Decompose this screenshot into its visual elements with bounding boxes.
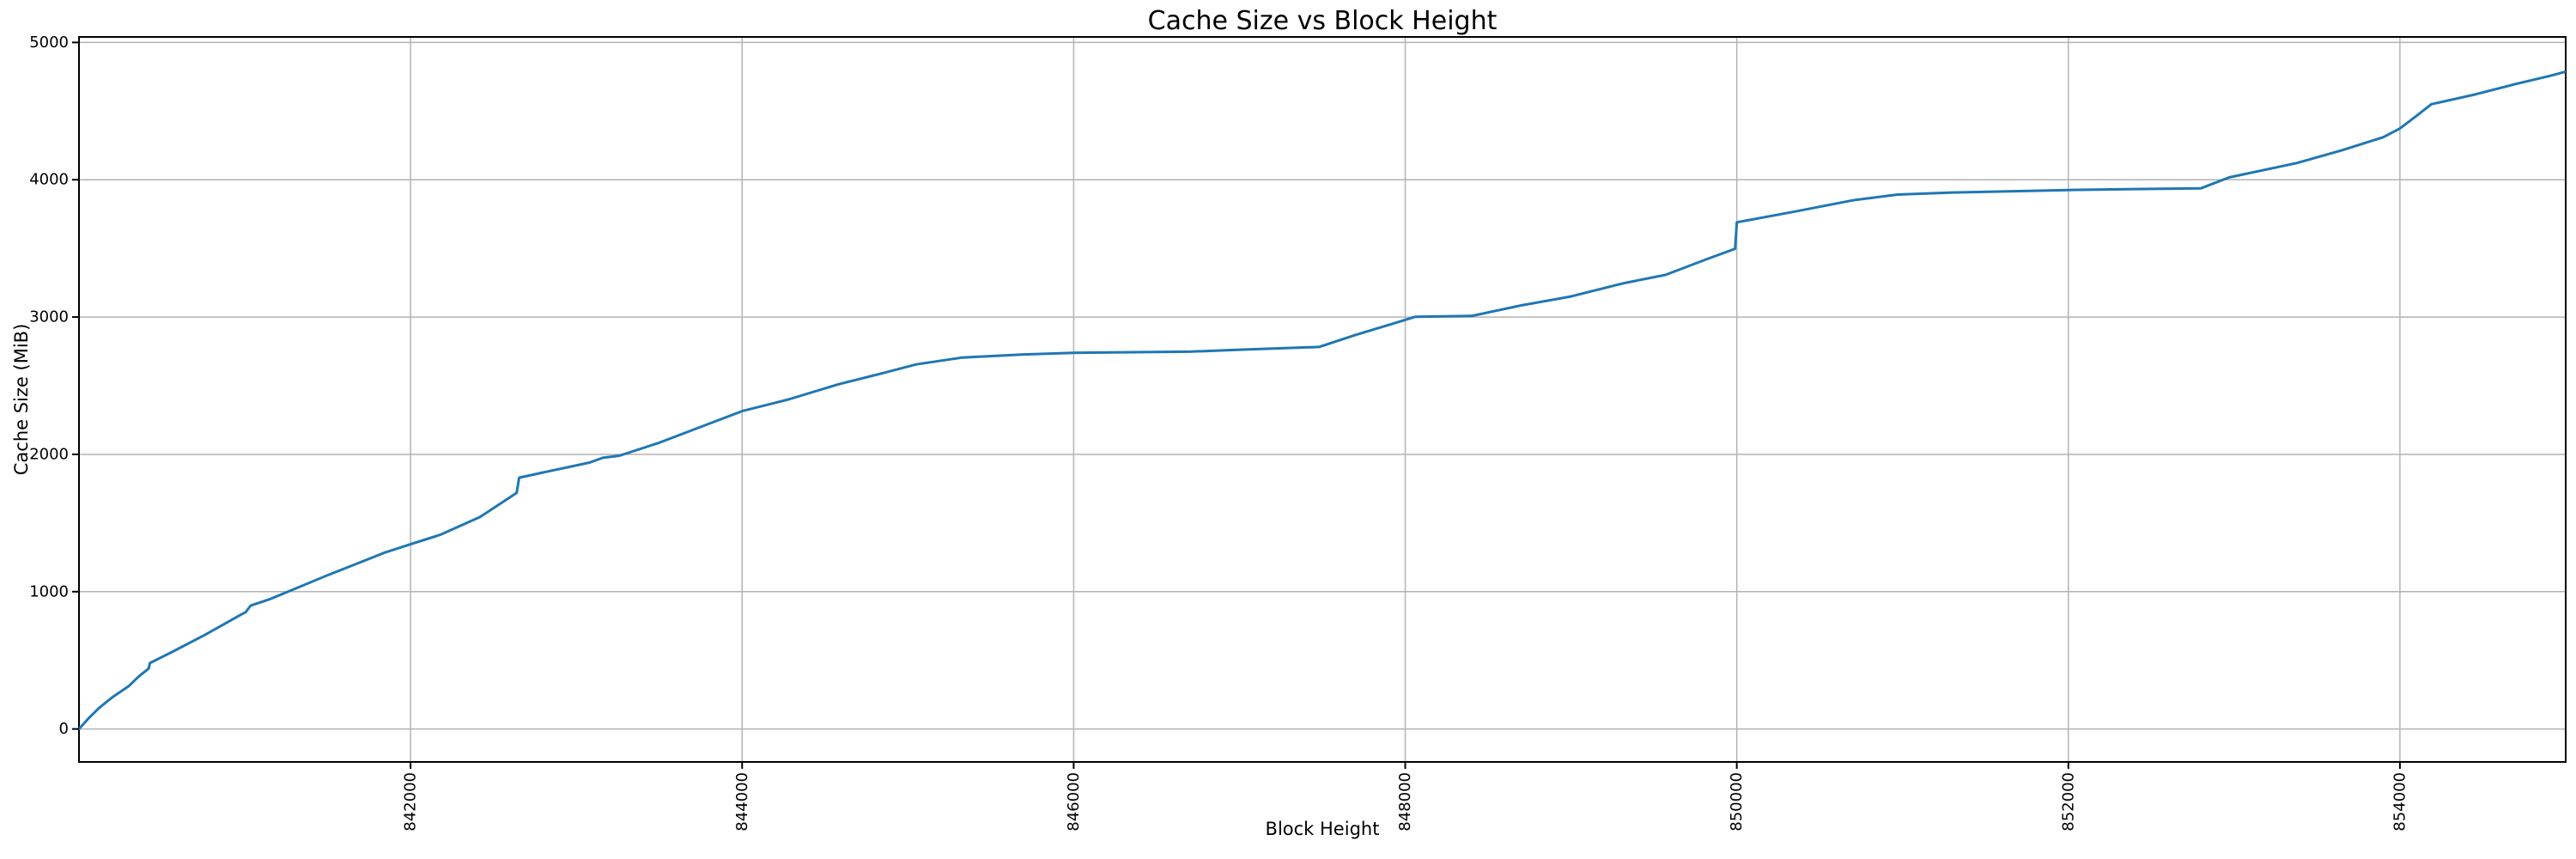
y-tick-label: 3000 xyxy=(29,308,69,326)
plot-border xyxy=(78,36,2567,763)
tick-marks xyxy=(72,41,2401,769)
y-tick-labels: 0 1000 2000 3000 4000 5000 xyxy=(29,34,69,738)
y-axis-label: Cache Size (MiB) xyxy=(11,324,32,476)
y-tick-label: 5000 xyxy=(29,34,69,52)
cache-size-line xyxy=(79,70,2566,731)
x-tick-label: 850000 xyxy=(1728,772,1746,832)
x-tick-label: 848000 xyxy=(1396,772,1414,832)
x-tick-label: 846000 xyxy=(1065,772,1083,832)
y-tick-label: 1000 xyxy=(29,582,69,600)
x-axis-label: Block Height xyxy=(1266,819,1380,839)
x-tick-label: 854000 xyxy=(2391,772,2409,832)
x-tick-label: 842000 xyxy=(402,772,420,832)
x-tick-label: 844000 xyxy=(733,772,751,832)
y-tick-label: 0 xyxy=(59,720,69,738)
y-tick-label: 2000 xyxy=(29,445,69,463)
x-tick-labels: 842000 844000 846000 848000 850000 852000 8540… xyxy=(402,772,2409,832)
y-tick-label: 4000 xyxy=(29,171,69,189)
gridlines xyxy=(79,37,2566,762)
x-tick-label: 852000 xyxy=(2059,772,2077,832)
chart-title: Cache Size vs Block Height xyxy=(1148,6,1498,36)
plot-area xyxy=(79,70,2566,731)
